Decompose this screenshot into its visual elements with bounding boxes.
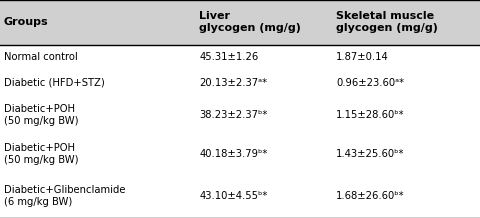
Text: 1.68±26.60ᵇ*: 1.68±26.60ᵇ* <box>336 191 405 201</box>
Text: Groups: Groups <box>4 17 48 27</box>
Text: 20.13±2.37ᵃ*: 20.13±2.37ᵃ* <box>199 78 267 88</box>
Text: Skeletal muscle
glycogen (mg/g): Skeletal muscle glycogen (mg/g) <box>336 11 438 34</box>
Text: Diabetic (HFD+STZ): Diabetic (HFD+STZ) <box>4 78 105 88</box>
Text: 1.15±28.60ᵇ*: 1.15±28.60ᵇ* <box>336 110 405 120</box>
Text: 1.43±25.60ᵇ*: 1.43±25.60ᵇ* <box>336 149 405 159</box>
Text: Diabetic+POH
(50 mg/kg BW): Diabetic+POH (50 mg/kg BW) <box>4 143 78 165</box>
Bar <box>0 0 480 44</box>
Text: 0.96±23.60ᵃ*: 0.96±23.60ᵃ* <box>336 78 404 88</box>
Text: Normal control: Normal control <box>4 52 78 62</box>
Text: Diabetic+Glibenclamide
(6 mg/kg BW): Diabetic+Glibenclamide (6 mg/kg BW) <box>4 184 125 207</box>
Text: 38.23±2.37ᵇ*: 38.23±2.37ᵇ* <box>199 110 267 120</box>
Text: Liver
glycogen (mg/g): Liver glycogen (mg/g) <box>199 11 301 34</box>
Text: 45.31±1.26: 45.31±1.26 <box>199 52 258 62</box>
Text: 43.10±4.55ᵇ*: 43.10±4.55ᵇ* <box>199 191 267 201</box>
Text: 1.87±0.14: 1.87±0.14 <box>336 52 389 62</box>
Text: 40.18±3.79ᵇ*: 40.18±3.79ᵇ* <box>199 149 267 159</box>
Text: Diabetic+POH
(50 mg/kg BW): Diabetic+POH (50 mg/kg BW) <box>4 104 78 126</box>
